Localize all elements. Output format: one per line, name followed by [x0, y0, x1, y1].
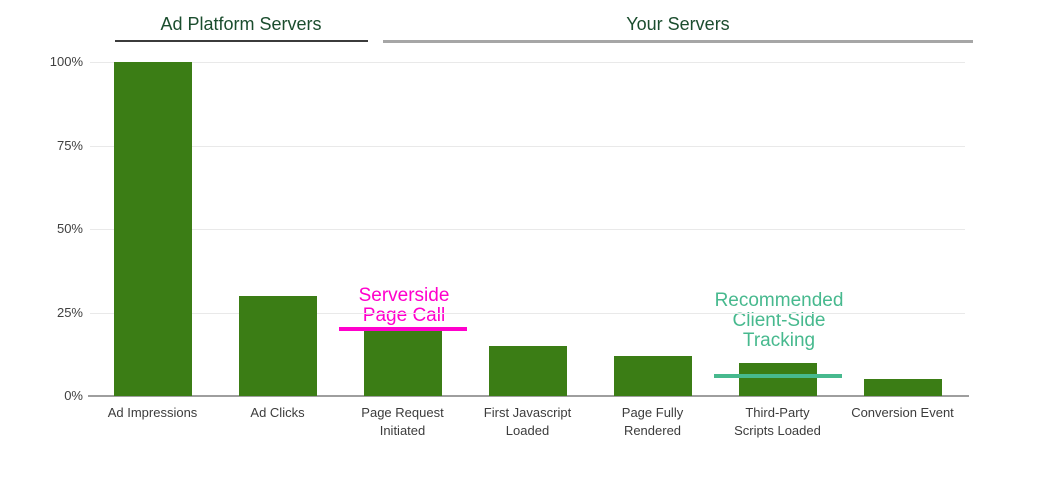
x-axis-label-page-request-initiated: Page Request Initiated — [361, 405, 444, 438]
x-axis-label-page-fully-rendered: Page Fully Rendered — [621, 405, 684, 438]
bar-first-javascript-loaded — [488, 345, 567, 396]
annotation-serverside-page-call: Serverside Page Call — [358, 285, 450, 326]
y-axis-label-50: 50% — [56, 221, 83, 236]
x-axis-label-third-party-scripts-loaded: Third-Party Scripts Loaded — [734, 405, 821, 438]
annotation-recommended-client-side-tracking: Recommended Client-Side Tracking — [714, 290, 844, 351]
x-axis-baseline — [88, 395, 969, 397]
bar-ad-clicks — [238, 295, 317, 396]
y-axis-label-75: 75% — [56, 137, 83, 153]
gridline-100 — [90, 62, 965, 63]
x-axis-label-ad-impressions: Ad Impressions — [107, 405, 198, 420]
x-axis-label-ad-clicks: Ad Clicks — [250, 405, 305, 420]
annotation-line-serverside-page-call — [338, 327, 467, 332]
gridline-75 — [90, 145, 965, 147]
annotation-line-recommended-client-side-tracking — [713, 373, 842, 378]
y-axis-label-0: 0% — [64, 388, 83, 403]
y-axis-label-25: 25% — [56, 304, 83, 320]
bar-page-request-initiated — [363, 329, 442, 396]
bar-third-party-scripts-loaded — [738, 362, 817, 396]
x-axis-label-conversion-event: Conversion Event — [851, 405, 954, 420]
bar-page-fully-rendered — [613, 355, 692, 396]
gridline-50 — [90, 229, 965, 230]
y-axis-label-100: 100% — [49, 54, 83, 69]
group-underline-ad-platform-servers — [115, 40, 368, 42]
group-title-your-servers: Your Servers — [626, 14, 730, 34]
bar-conversion-event — [863, 379, 942, 396]
x-axis-label-first-javascript-loaded: First Javascript Loaded — [483, 405, 572, 438]
gridline-25 — [90, 312, 965, 314]
group-title-ad-platform-servers: Ad Platform Servers — [160, 14, 322, 34]
bar-ad-impressions — [113, 62, 192, 396]
group-underline-your-servers — [383, 40, 973, 43]
